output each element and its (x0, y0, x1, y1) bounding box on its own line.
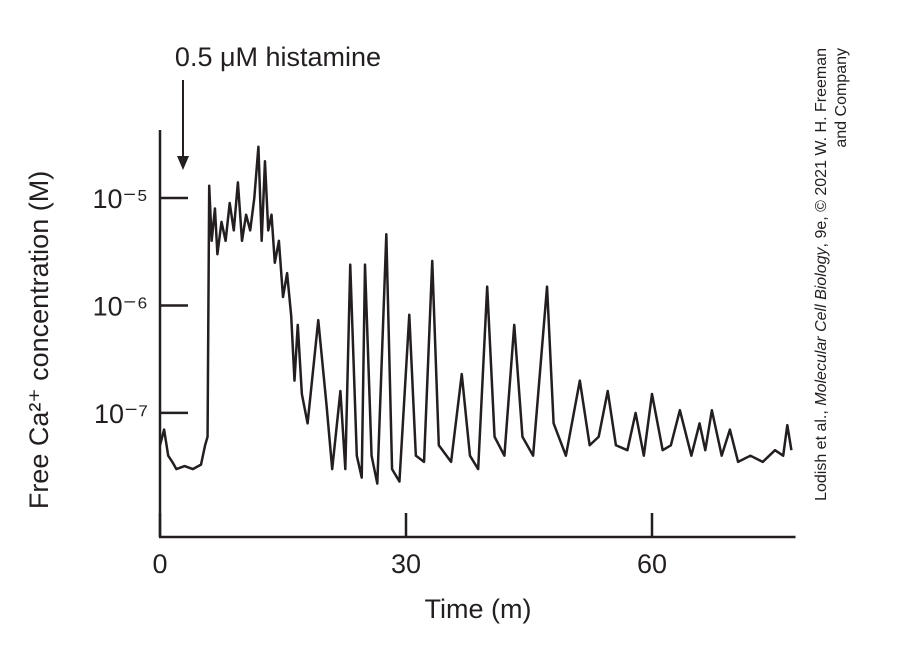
credit-part: Lodish et al., (813, 406, 830, 501)
x-tick-label: 60 (637, 549, 667, 579)
credit-part: , 9e, © 2021 W. H. Freeman (813, 48, 830, 247)
y-axis-title: Free Ca²⁺ concentration (M) (24, 171, 54, 509)
credit-part: Molecular Cell Biology (813, 246, 830, 405)
y-tick-label: 10⁻⁵ (93, 184, 148, 214)
credit: and Company (833, 48, 850, 148)
annotation: 0.5 μM histamine (175, 42, 381, 72)
y-tick-label: 10⁻⁶ (93, 291, 148, 321)
annotation-arrowhead (177, 156, 189, 170)
x-tick-label: 30 (391, 549, 421, 579)
x-tick-label: 0 (152, 549, 167, 579)
y-tick-label: 10⁻⁷ (94, 399, 148, 429)
data-line (158, 145, 793, 485)
credit: Lodish et al., Molecular Cell Biology, 9… (813, 48, 830, 501)
x-axis-title: Time (m) (425, 594, 532, 624)
